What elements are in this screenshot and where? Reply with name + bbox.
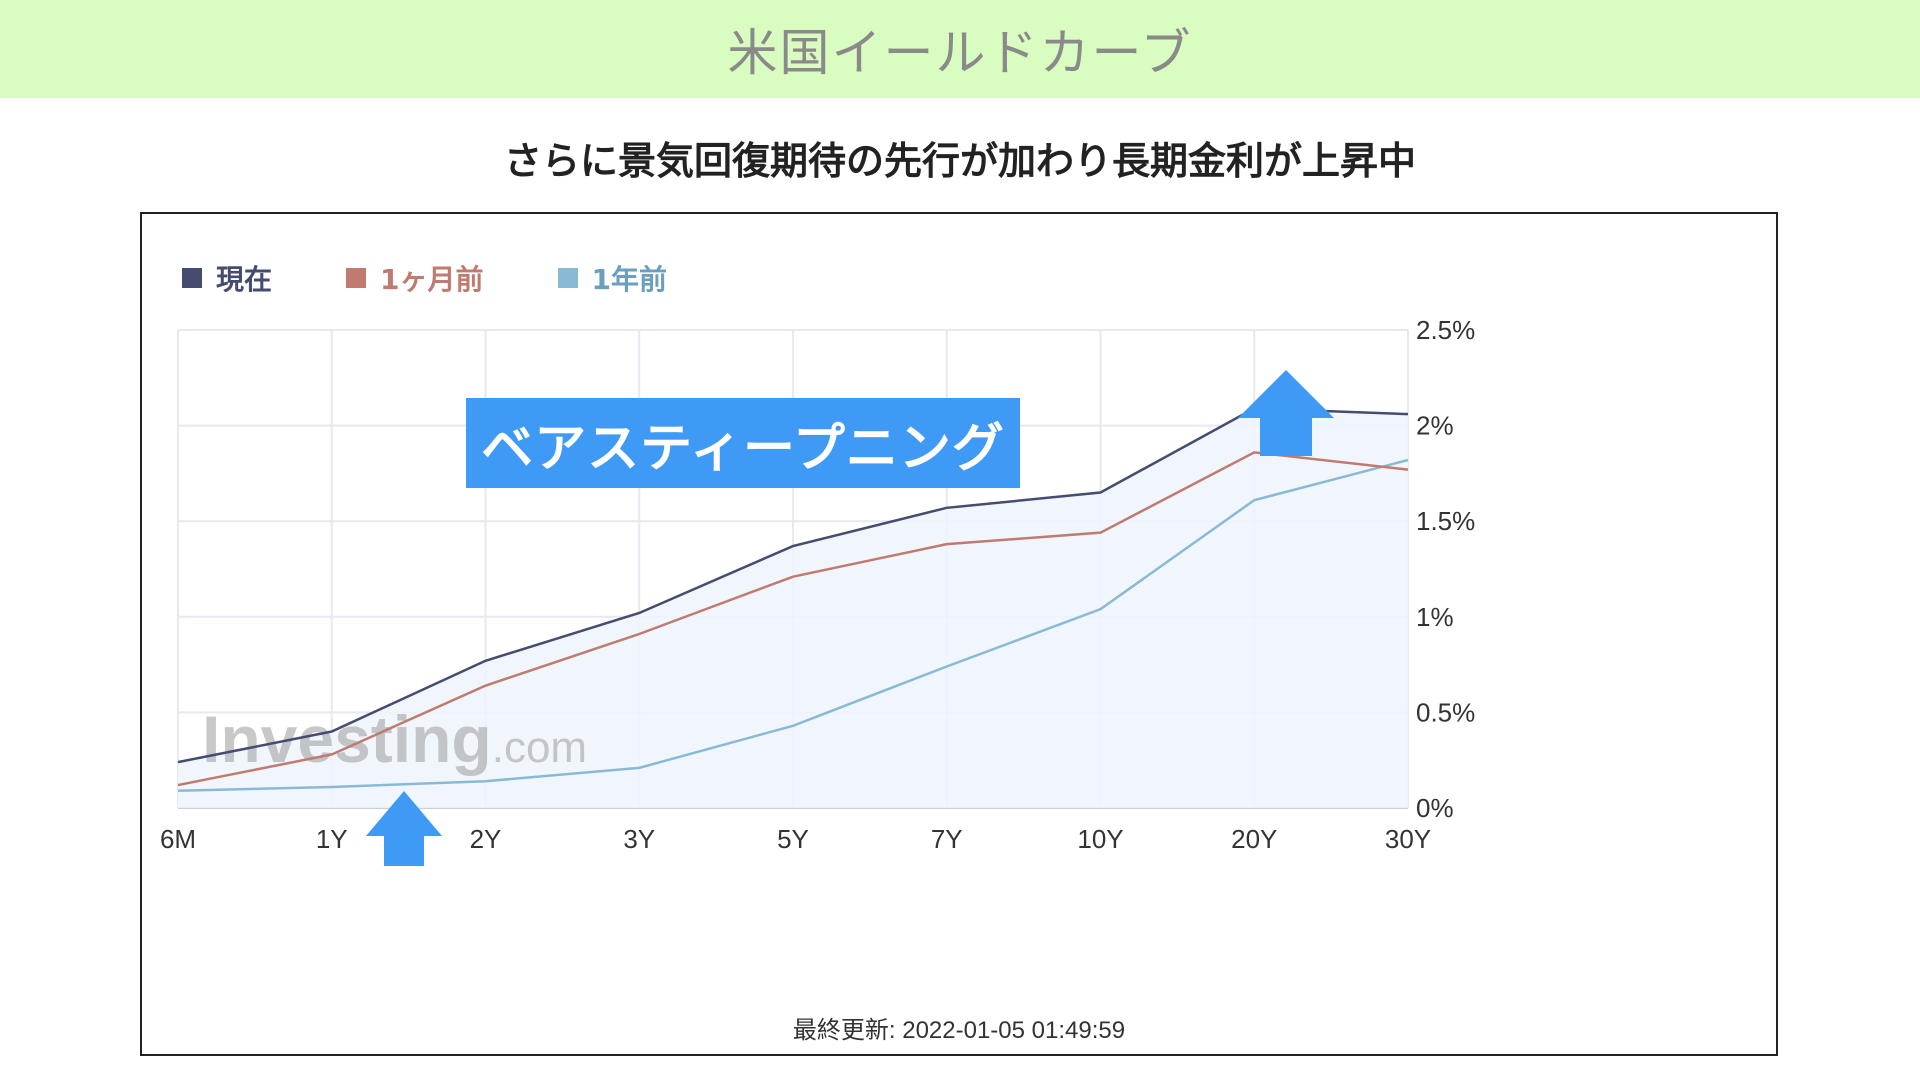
y-tick-label: 0.5% — [1416, 697, 1475, 727]
x-tick-label: 1Y — [316, 824, 348, 854]
last-updated: 最終更新: 2022-01-05 01:49:59 — [792, 1017, 1126, 1044]
watermark: Investing.com — [202, 702, 587, 776]
arrows — [366, 370, 1334, 866]
legend-item-current[interactable]: 現在 — [182, 258, 272, 298]
legend-item-month-ago[interactable]: 1ヶ月前 — [346, 258, 484, 298]
watermark-suffix: .com — [492, 723, 587, 772]
x-tick-label: 6M — [160, 824, 196, 854]
x-tick-label: 20Y — [1231, 824, 1277, 854]
watermark-brand: Investing — [202, 702, 492, 776]
chart-frame: 現在 1ヶ月前 1年前 Investing.com 6M 1Y 2Y 3Y 5Y 7Y 10… — [140, 212, 1778, 1056]
y-tick-label: 1% — [1416, 602, 1454, 632]
arrow-up-icon — [1238, 370, 1334, 456]
area-fill — [178, 408, 1408, 808]
area-current — [178, 408, 1408, 808]
yield-curve-chart: Investing.com 6M 1Y 2Y 3Y 5Y 7Y 10Y 20Y 30Y 0% 0.… — [160, 315, 1475, 866]
legend-label-current: 現在 — [216, 263, 273, 296]
x-tick-label: 5Y — [777, 824, 809, 854]
x-axis-ticks: 6M 1Y 2Y 3Y 5Y 7Y 10Y 20Y 30Y — [160, 824, 1431, 854]
x-tick-label: 7Y — [931, 824, 963, 854]
y-tick-label: 1.5% — [1416, 506, 1475, 536]
y-tick-label: 2% — [1416, 411, 1454, 441]
arrow-up-icon — [366, 791, 442, 866]
bear-steepening-label: ベアスティープニング — [466, 398, 1020, 488]
y-tick-label: 0% — [1416, 793, 1454, 823]
x-tick-label: 10Y — [1077, 824, 1123, 854]
legend-swatch-current — [182, 268, 202, 288]
legend-swatch-month-ago — [346, 268, 367, 288]
x-tick-label: 30Y — [1385, 824, 1431, 854]
x-tick-label: 3Y — [623, 824, 655, 854]
x-tick-label: 2Y — [470, 824, 502, 854]
legend-item-year-ago[interactable]: 1年前 — [557, 258, 667, 298]
legend-label-month-ago: 1ヶ月前 — [380, 263, 484, 296]
page-title: 米国イールドカーブ — [727, 24, 1193, 82]
legend: 現在 1ヶ月前 1年前 — [182, 258, 667, 298]
header-banner: 米国イールドカーブ — [0, 0, 1920, 98]
y-axis-ticks: 0% 0.5% 1% 1.5% 2% 2.5% — [1416, 315, 1475, 823]
series-lines — [177, 407, 1409, 793]
chart-subtitle: さらに景気回復期待の先行が加わり長期金利が上昇中 — [503, 139, 1416, 183]
legend-swatch-year-ago — [557, 268, 578, 288]
y-tick-label: 2.5% — [1416, 315, 1475, 345]
legend-label-year-ago: 1年前 — [591, 263, 667, 296]
